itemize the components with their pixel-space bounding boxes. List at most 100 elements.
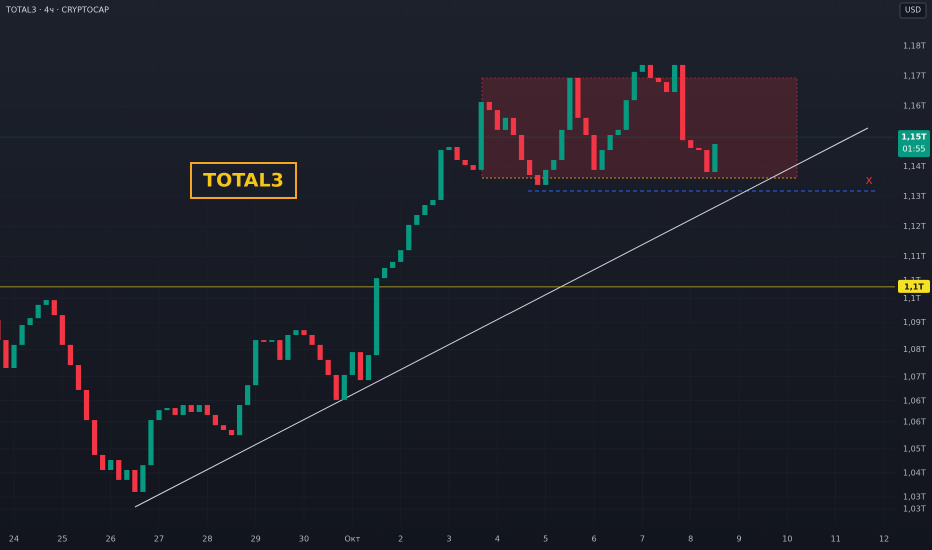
x-tick-label: 11 [831, 535, 841, 544]
candle [478, 101, 484, 170]
candle [59, 315, 65, 345]
candle [35, 304, 41, 319]
x-tick-label: 7 [640, 535, 645, 544]
candle [317, 344, 323, 360]
candle [148, 420, 154, 466]
candle [27, 318, 33, 326]
candle [204, 405, 210, 415]
candle [535, 175, 541, 185]
candle [124, 469, 130, 480]
candle [607, 135, 613, 151]
candle [293, 330, 299, 335]
candle [510, 117, 517, 136]
candle [164, 408, 170, 411]
candle [398, 250, 404, 262]
candle [180, 405, 186, 415]
countdown: 01:55 [902, 145, 925, 154]
candle [220, 425, 227, 430]
candle [245, 385, 251, 406]
candle [11, 344, 17, 369]
price-label: 1,15T [901, 133, 927, 142]
candle [253, 340, 259, 386]
y-tick-label: 1,06T [903, 396, 926, 405]
price-label-box [898, 279, 930, 293]
candle [655, 77, 662, 83]
x-tick-label: 27 [154, 535, 164, 544]
candle [228, 429, 235, 436]
x-tick-label: 30 [299, 535, 309, 544]
candle [438, 150, 444, 200]
candle [406, 224, 412, 251]
candle [688, 140, 694, 148]
trend-line [134, 127, 869, 508]
candle [67, 344, 74, 366]
candle [0, 319, 1, 341]
candle [591, 135, 597, 170]
candle [309, 334, 315, 345]
candle [559, 129, 565, 160]
y-tick-label: 1,13T [903, 192, 926, 201]
y-tick-label: 1,1T [903, 294, 921, 303]
x-tick-label: 6 [591, 535, 596, 544]
candle [51, 300, 57, 316]
y-tick-label: 1,04T [903, 468, 926, 477]
candle [333, 374, 339, 400]
candle [196, 405, 202, 412]
candle [663, 82, 670, 93]
candle [446, 147, 452, 151]
x-tick-label: 5 [543, 535, 548, 544]
candle [623, 100, 629, 130]
candle [454, 147, 460, 160]
candle [277, 340, 283, 360]
annotation: TOTAL3 [203, 170, 284, 192]
y-tick-label: 1,16T [903, 102, 926, 111]
candle [285, 334, 291, 360]
candle [526, 159, 533, 175]
candle [518, 135, 525, 160]
candle [696, 147, 702, 151]
x-tick-label: 28 [202, 535, 212, 544]
candle [462, 159, 468, 166]
candle [647, 64, 654, 78]
candle [599, 150, 605, 170]
x-tick-label: Окт [344, 535, 360, 544]
y-tick-label: 1,06T [903, 417, 926, 426]
candle [341, 374, 347, 400]
x-tick-label: 24 [9, 535, 19, 544]
y-tick-label: 1,03T [903, 505, 926, 514]
x-tick-label: 2 [398, 535, 403, 544]
candle [615, 129, 621, 136]
candle [91, 420, 98, 455]
x-tick-label: 9 [736, 535, 741, 544]
candle [132, 469, 138, 492]
y-tick-label: 1,17T [903, 72, 926, 81]
candle [43, 300, 49, 305]
y-tick-label: 1,12T [903, 222, 926, 231]
candle [349, 352, 355, 375]
candle [19, 325, 25, 345]
candle [83, 389, 90, 421]
currency-box [899, 2, 927, 19]
x-tick-label: 10 [782, 535, 792, 544]
candle [543, 169, 549, 185]
candle [712, 144, 718, 172]
candle [108, 460, 114, 470]
candle [172, 408, 178, 415]
candle [75, 365, 82, 390]
price-label: 1,1T [904, 282, 924, 291]
range-zone [481, 77, 798, 179]
x-tick-label: 26 [106, 535, 116, 544]
candle [422, 205, 428, 215]
candle [567, 77, 573, 130]
y-tick-label: 1,05T [903, 444, 926, 453]
candle [325, 359, 331, 375]
axes: 1,18T 1,17T 1,16T 1,14T 1,13T 1,12T 1,11T 1,1T 1… [9, 42, 930, 544]
x-tick-label: 29 [251, 535, 261, 544]
candle [390, 261, 396, 268]
candle [236, 405, 243, 436]
grid [0, 45, 895, 510]
y-tick-label: 1,18T [903, 42, 926, 51]
candle [381, 267, 388, 279]
candle [414, 214, 420, 225]
